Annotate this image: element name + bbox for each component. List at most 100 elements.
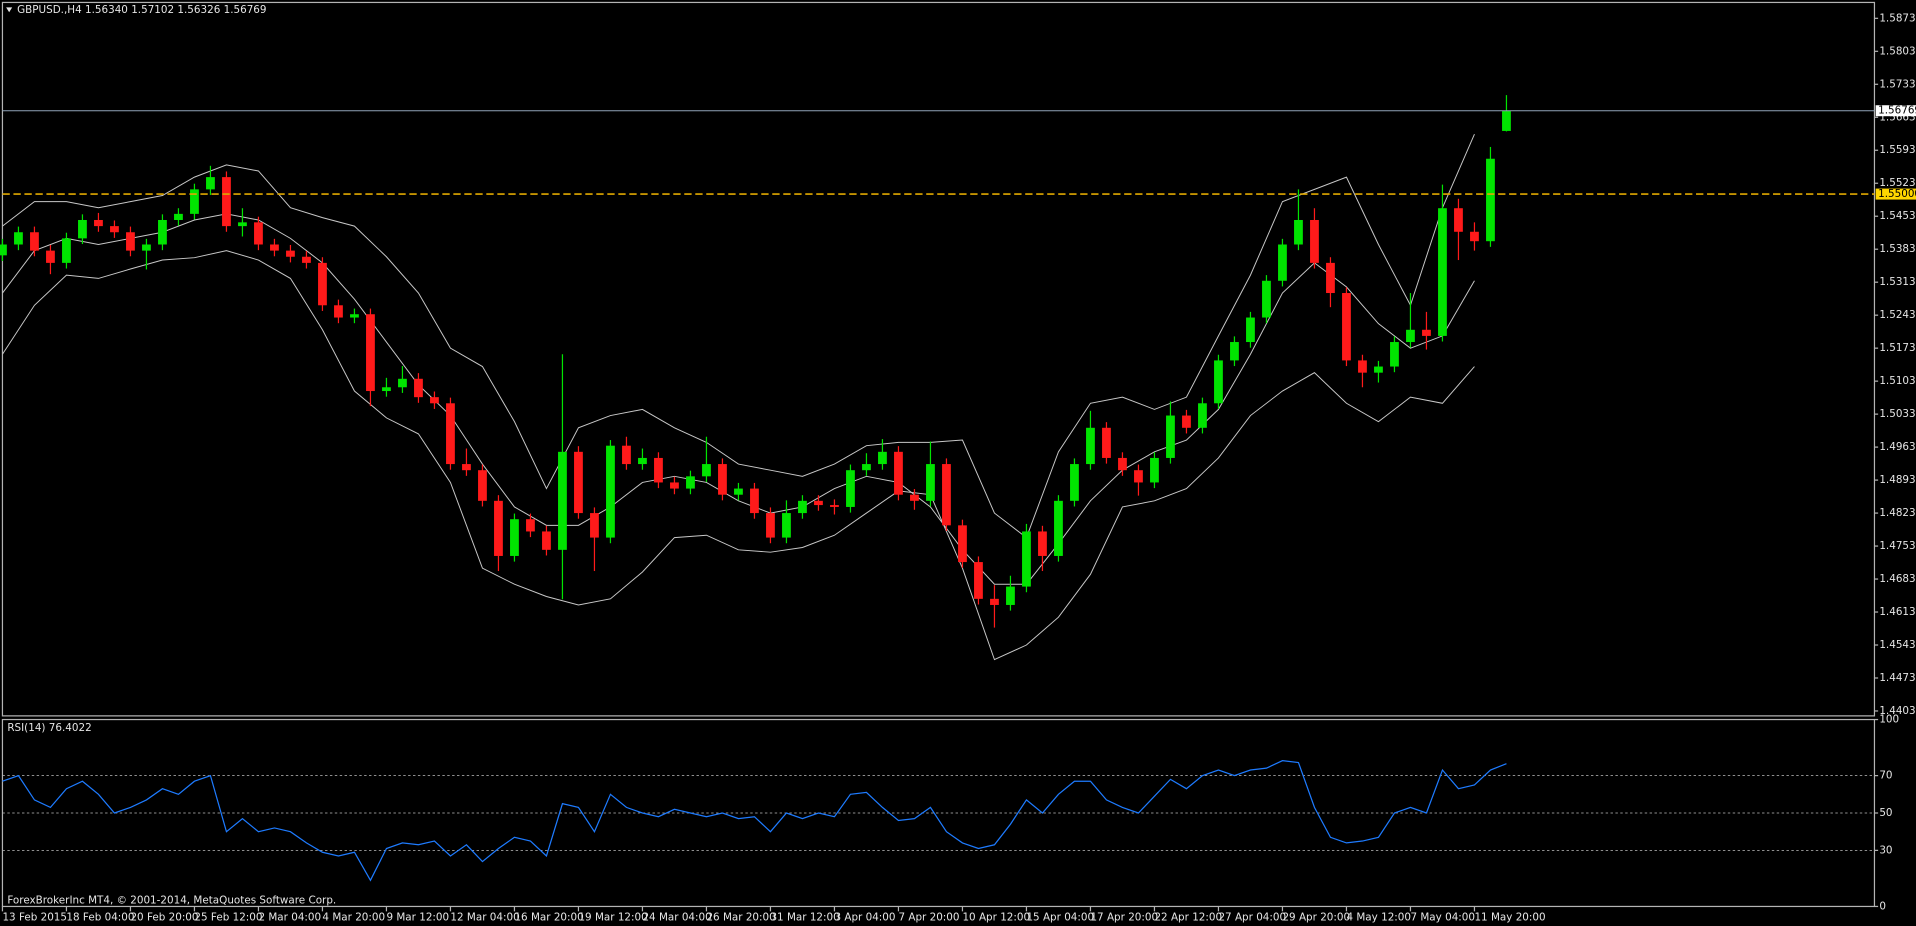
candle-body (1294, 219, 1303, 245)
candle-body (990, 598, 999, 605)
x-tick-label: 31 Mar 12:00 (770, 911, 839, 923)
candle-body (510, 519, 519, 556)
candle-body (750, 488, 759, 514)
y-tick-label: 1.45430 (1879, 639, 1916, 651)
candle-body (206, 177, 215, 190)
candle-body (254, 222, 263, 245)
y-tick-label: 100 (1879, 714, 1899, 726)
candle-body (638, 457, 647, 465)
y-tick-label: 1.56630 (1879, 111, 1916, 123)
candle-body (942, 464, 951, 526)
candle-body (1470, 231, 1479, 242)
y-tick-label: 1.54530 (1879, 210, 1916, 222)
candle-body (894, 451, 903, 495)
candle-body (286, 250, 295, 257)
candle-body (334, 305, 343, 318)
copyright: ForexBrokerInc MT4, © 2001-2014, MetaQuo… (7, 894, 336, 906)
y-tick-label: 50 (1879, 807, 1892, 819)
candle-body (110, 226, 119, 233)
candle-body (62, 238, 71, 263)
menu-arrow[interactable] (6, 7, 13, 13)
candle-body (606, 445, 615, 538)
candle-body (622, 445, 631, 465)
candle-body (1102, 427, 1111, 458)
candle-body (910, 494, 919, 501)
x-tick-label: 11 May 20:00 (1474, 911, 1545, 923)
rsi-line (2, 760, 1507, 882)
bollinger-middle (2, 213, 1475, 585)
candle-body (126, 232, 135, 251)
y-tick-label: 1.57330 (1879, 78, 1916, 90)
x-tick-label: 4 May 12:00 (1346, 911, 1411, 923)
y-tick-label: 1.44730 (1879, 672, 1916, 684)
candle-body (1150, 457, 1159, 483)
candle-body (766, 513, 775, 538)
y-tick-label: 1.55230 (1879, 177, 1916, 189)
candle-body (142, 244, 151, 251)
candle-body (1374, 366, 1383, 373)
candle-body (318, 262, 327, 306)
y-tick-label: 0 (1879, 900, 1886, 912)
candle-body (542, 531, 551, 550)
x-tick-label: 10 Apr 12:00 (962, 911, 1030, 923)
y-tick-label: 70 (1879, 770, 1892, 782)
x-tick-label: 27 Apr 04:00 (1218, 911, 1286, 923)
candle-body (350, 314, 359, 318)
candle-body (1166, 415, 1175, 458)
candle-body (382, 387, 391, 392)
y-tick-label: 1.47530 (1879, 540, 1916, 552)
candle-body (670, 482, 679, 489)
x-tick-label: 13 Feb 2015 (2, 911, 67, 923)
x-tick-label: 18 Feb 04:00 (66, 911, 134, 923)
candle-body (1006, 586, 1015, 605)
y-tick-label: 1.48230 (1879, 507, 1916, 519)
candle-body (1182, 415, 1191, 428)
candle-body (830, 505, 839, 507)
candle-body (1486, 158, 1495, 242)
candle-body (46, 250, 55, 263)
candle-body (94, 219, 103, 227)
candle-body (1054, 500, 1063, 556)
y-tick-label: 1.48930 (1879, 474, 1916, 486)
x-tick-label: 15 Apr 04:00 (1026, 911, 1094, 923)
candle-body (590, 513, 599, 538)
y-tick-label: 1.51030 (1879, 375, 1916, 387)
price-level-box (1875, 105, 1916, 117)
candle-body (526, 519, 535, 532)
candle-body (30, 232, 39, 251)
x-tick-label: 9 Mar 12:00 (386, 911, 449, 923)
price-level-label: 1.55000 (1878, 188, 1916, 200)
candle-body (1086, 427, 1095, 465)
candle-body (1070, 464, 1079, 501)
x-tick-label: 17 Apr 20:00 (1090, 911, 1158, 923)
candle-body (398, 378, 407, 388)
y-tick-label: 1.49630 (1879, 441, 1916, 453)
y-tick-label: 1.46830 (1879, 573, 1916, 585)
candle-body (1390, 342, 1399, 367)
candle-body (1406, 329, 1415, 343)
candle-body (862, 464, 871, 471)
y-tick-label: 1.58030 (1879, 45, 1916, 57)
y-tick-label: 1.46130 (1879, 606, 1916, 618)
price-level-label: 1.56769 (1878, 105, 1916, 117)
candle-body (814, 500, 823, 506)
candle-body (1342, 293, 1351, 361)
candle-body (1454, 208, 1463, 232)
y-tick-label: 30 (1879, 844, 1892, 856)
candle-body (782, 513, 791, 538)
candle-body (1022, 531, 1031, 587)
candle-body (190, 189, 199, 214)
x-tick-label: 19 Mar 12:00 (578, 911, 647, 923)
candle-body (478, 470, 487, 501)
y-tick-label: 1.44030 (1879, 705, 1916, 717)
candle-body (734, 488, 743, 495)
candle-body (958, 525, 967, 563)
candle-body (1134, 470, 1143, 483)
candle-body (158, 219, 167, 245)
y-tick-label: 1.53130 (1879, 276, 1916, 288)
x-tick-label: 25 Feb 12:00 (194, 911, 262, 923)
candle-body (1230, 342, 1239, 361)
candle-body (846, 470, 855, 507)
